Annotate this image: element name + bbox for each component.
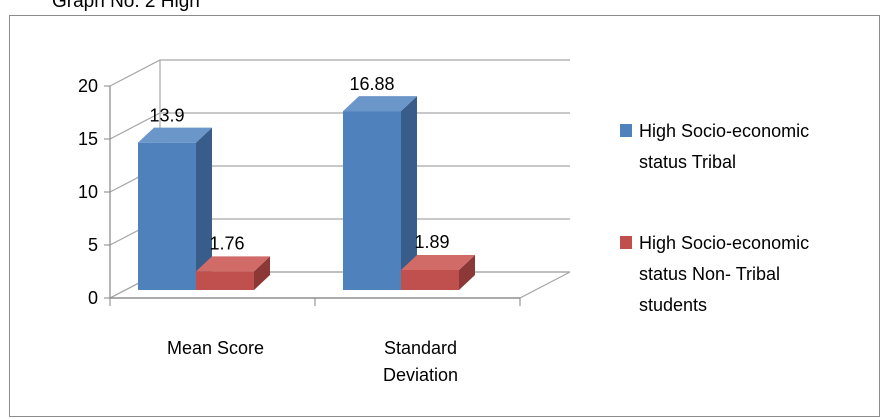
bar-side (196, 127, 212, 290)
bar-front (343, 111, 401, 291)
data-label: 13.9 (149, 106, 184, 126)
legend: High Socio-economic status Tribal High Soc… (620, 121, 809, 315)
axes (104, 85, 521, 306)
gridline (109, 112, 570, 140)
category-label: Mean Score (167, 338, 264, 358)
bars (138, 96, 475, 291)
labels: 0 5 10 15 20 Mean Score Standard Deviation 13.9 1… (78, 74, 458, 385)
bar-side (401, 96, 417, 291)
legend-label: High Socio-economic (639, 121, 809, 141)
y-tick-label: 0 (88, 288, 98, 308)
chart-caption: Graph No. 2 High (52, 0, 200, 12)
gridline (109, 59, 570, 87)
data-label: 1.89 (414, 232, 449, 252)
legend-label: students (639, 295, 707, 315)
bar-top (343, 96, 417, 112)
y-tick-label: 15 (78, 129, 98, 149)
bar-front (138, 142, 196, 290)
y-tick-label: 5 (88, 235, 98, 255)
y-tick-label: 20 (78, 76, 98, 96)
data-label: 16.88 (349, 74, 394, 94)
bar-front (196, 271, 254, 290)
legend-label: High Socio-economic (639, 233, 809, 253)
legend-swatch (620, 124, 632, 137)
data-label: 1.76 (209, 233, 244, 253)
bar-top (138, 127, 212, 143)
category-label: Standard (384, 338, 457, 358)
category-label: Deviation (383, 365, 458, 385)
legend-swatch (620, 236, 632, 249)
chart-frame (9, 15, 880, 417)
bar-side (254, 256, 270, 290)
y-tick-label: 10 (78, 182, 98, 202)
legend-label: status Non- Tribal (639, 264, 780, 284)
bar-front (401, 269, 459, 290)
legend-label: status Tribal (639, 152, 736, 172)
bar-side (459, 254, 475, 290)
bar-top (196, 256, 270, 272)
bar-top (401, 254, 475, 270)
